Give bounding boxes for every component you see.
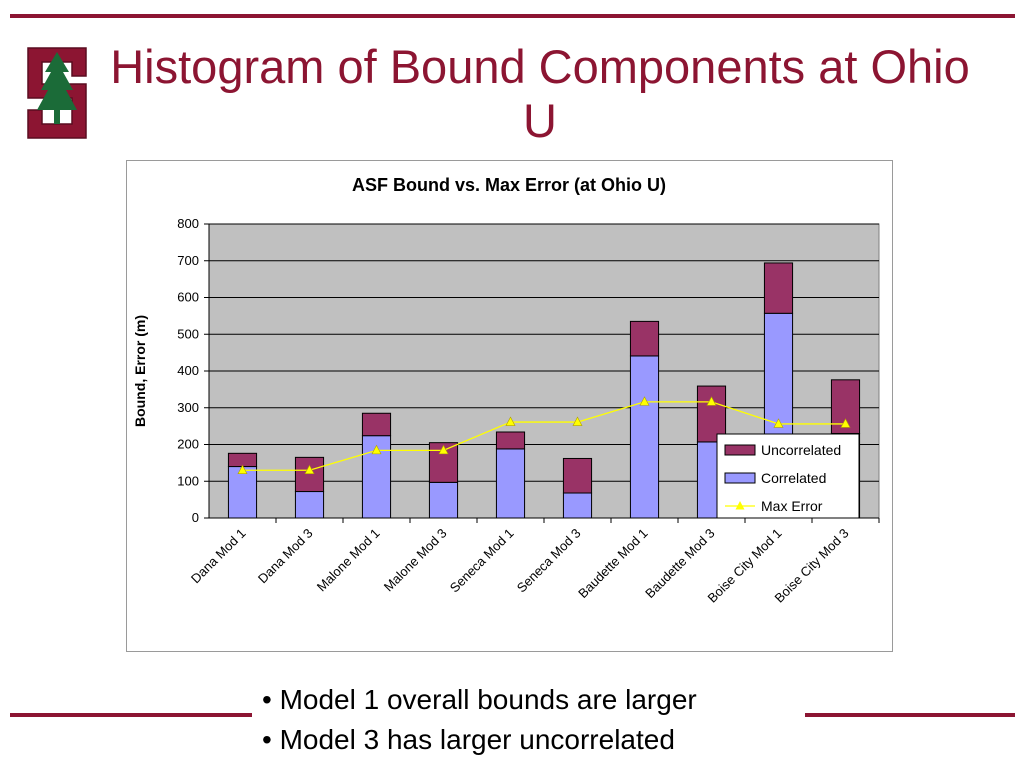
bar-uncorrelated	[562, 457, 593, 494]
legend-swatch	[724, 472, 756, 484]
bar-uncorrelated	[629, 320, 660, 357]
y-tick-label: 300	[177, 400, 199, 415]
max-error-marker	[639, 396, 650, 406]
y-tick-label: 400	[177, 363, 199, 378]
max-error-marker	[706, 396, 717, 406]
y-axis-label: Bound, Error (m)	[132, 315, 148, 427]
bottom-right-rule	[805, 713, 1015, 717]
bar-uncorrelated	[361, 412, 392, 437]
y-tick-label: 700	[177, 253, 199, 268]
x-tick-label: Baudette Mod 1	[575, 526, 651, 602]
max-error-marker	[505, 416, 516, 426]
legend-swatch-marker	[735, 501, 745, 510]
bar-correlated	[562, 492, 593, 519]
bar-correlated	[428, 481, 459, 519]
chart-legend: Uncorrelated Correlated Max Error	[716, 433, 860, 519]
bottom-left-rule	[10, 713, 252, 717]
bar-correlated	[227, 466, 258, 519]
bar-uncorrelated	[696, 385, 727, 443]
max-error-marker	[304, 464, 315, 475]
legend-label: Max Error	[761, 498, 823, 514]
slide-title: Histogram of Bound Components at Ohio U	[110, 40, 970, 147]
bar-uncorrelated	[227, 452, 258, 468]
bar-uncorrelated	[495, 431, 526, 450]
y-tick-label: 0	[192, 510, 199, 525]
max-error-polyline	[242, 401, 846, 471]
stacked-bar-chart: ASF Bound vs. Max Error (at Ohio U) Boun…	[132, 175, 880, 606]
x-tick-label: Malone Mod 1	[314, 526, 383, 595]
max-error-marker	[371, 444, 382, 455]
max-error-marker	[840, 418, 851, 428]
bullet-list: • Model 1 overall bounds are larger • Mo…	[262, 680, 802, 760]
y-tick-label: 800	[177, 216, 199, 231]
max-error-line	[237, 396, 851, 475]
max-error-marker	[237, 464, 248, 475]
bar-uncorrelated	[763, 262, 794, 314]
bullet-item-1: • Model 1 overall bounds are larger	[262, 684, 697, 715]
x-tick-label: Dana Mod 1	[188, 526, 249, 587]
chart-title: ASF Bound vs. Max Error (at Ohio U)	[352, 175, 666, 195]
y-tick-label: 100	[177, 473, 199, 488]
x-tick-label: Baudette Mod 3	[642, 526, 718, 602]
y-tick-label: 600	[177, 290, 199, 305]
max-error-marker	[572, 416, 583, 426]
x-tick-label: Seneca Mod 3	[514, 526, 584, 596]
top-rule	[10, 14, 1015, 18]
bar-correlated	[294, 491, 325, 519]
x-tick-label: Seneca Mod 1	[447, 526, 517, 596]
x-tick-label: Malone Mod 3	[381, 526, 450, 595]
max-error-marker	[438, 444, 449, 455]
bullet-item-2: • Model 3 has larger uncorrelated	[262, 724, 675, 755]
legend-label: Uncorrelated	[761, 442, 841, 458]
legend-label: Correlated	[761, 470, 826, 486]
stanford-logo	[27, 47, 87, 139]
logo-tree-icon	[37, 52, 77, 124]
bar-uncorrelated	[294, 456, 325, 493]
y-tick-label: 500	[177, 326, 199, 341]
x-tick-label: Boise City Mod 3	[772, 526, 852, 606]
bar-correlated	[629, 355, 660, 519]
y-tick-label: 200	[177, 437, 199, 452]
x-tick-label: Dana Mod 3	[255, 526, 316, 587]
chart-panel: ASF Bound vs. Max Error (at Ohio U) Boun…	[126, 160, 893, 652]
bar-correlated	[495, 448, 526, 519]
max-error-marker	[773, 418, 784, 428]
legend-swatch	[724, 444, 756, 456]
